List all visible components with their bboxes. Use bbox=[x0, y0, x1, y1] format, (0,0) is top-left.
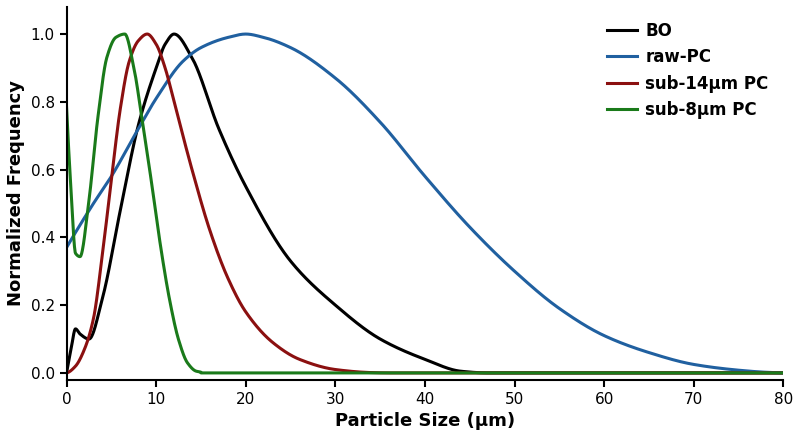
BO bbox=[170, 31, 179, 37]
sub-14μm PC bbox=[392, 370, 402, 375]
sub-14μm PC bbox=[626, 370, 636, 375]
sub-8μm PC bbox=[392, 370, 402, 375]
sub-8μm PC bbox=[411, 370, 421, 375]
raw-PC bbox=[62, 245, 71, 250]
raw-PC bbox=[410, 162, 420, 167]
sub-14μm PC bbox=[758, 370, 767, 375]
X-axis label: Particle Size (μm): Particle Size (μm) bbox=[335, 412, 515, 430]
sub-8μm PC bbox=[758, 370, 768, 375]
sub-14μm PC bbox=[410, 370, 420, 375]
sub-8μm PC bbox=[778, 370, 788, 375]
Legend: BO, raw-PC, sub-14μm PC, sub-8μm PC: BO, raw-PC, sub-14μm PC, sub-8μm PC bbox=[600, 15, 775, 125]
sub-14μm PC bbox=[142, 31, 152, 37]
raw-PC bbox=[758, 370, 768, 375]
sub-8μm PC bbox=[98, 74, 108, 80]
BO bbox=[778, 370, 788, 375]
Line: sub-8μm PC: sub-8μm PC bbox=[66, 34, 783, 373]
sub-8μm PC bbox=[62, 104, 71, 110]
BO bbox=[758, 370, 767, 375]
Line: BO: BO bbox=[66, 34, 783, 373]
raw-PC bbox=[392, 139, 402, 144]
raw-PC bbox=[241, 31, 250, 37]
Y-axis label: Normalized Frequency: Normalized Frequency bbox=[7, 80, 25, 306]
sub-14μm PC bbox=[758, 370, 768, 375]
sub-14μm PC bbox=[778, 370, 788, 375]
raw-PC bbox=[626, 344, 636, 349]
BO bbox=[392, 345, 402, 350]
BO bbox=[758, 370, 768, 375]
sub-8μm PC bbox=[627, 370, 637, 375]
Line: sub-14μm PC: sub-14μm PC bbox=[66, 34, 783, 373]
BO bbox=[410, 353, 420, 358]
raw-PC bbox=[98, 186, 108, 191]
sub-8μm PC bbox=[758, 370, 768, 375]
raw-PC bbox=[758, 369, 767, 375]
BO bbox=[98, 293, 108, 298]
sub-8μm PC bbox=[120, 31, 130, 37]
sub-14μm PC bbox=[98, 246, 108, 251]
raw-PC bbox=[778, 370, 788, 375]
BO bbox=[626, 370, 636, 375]
Line: raw-PC: raw-PC bbox=[66, 34, 783, 373]
BO bbox=[62, 370, 71, 375]
sub-8μm PC bbox=[196, 370, 206, 375]
sub-14μm PC bbox=[62, 370, 71, 375]
